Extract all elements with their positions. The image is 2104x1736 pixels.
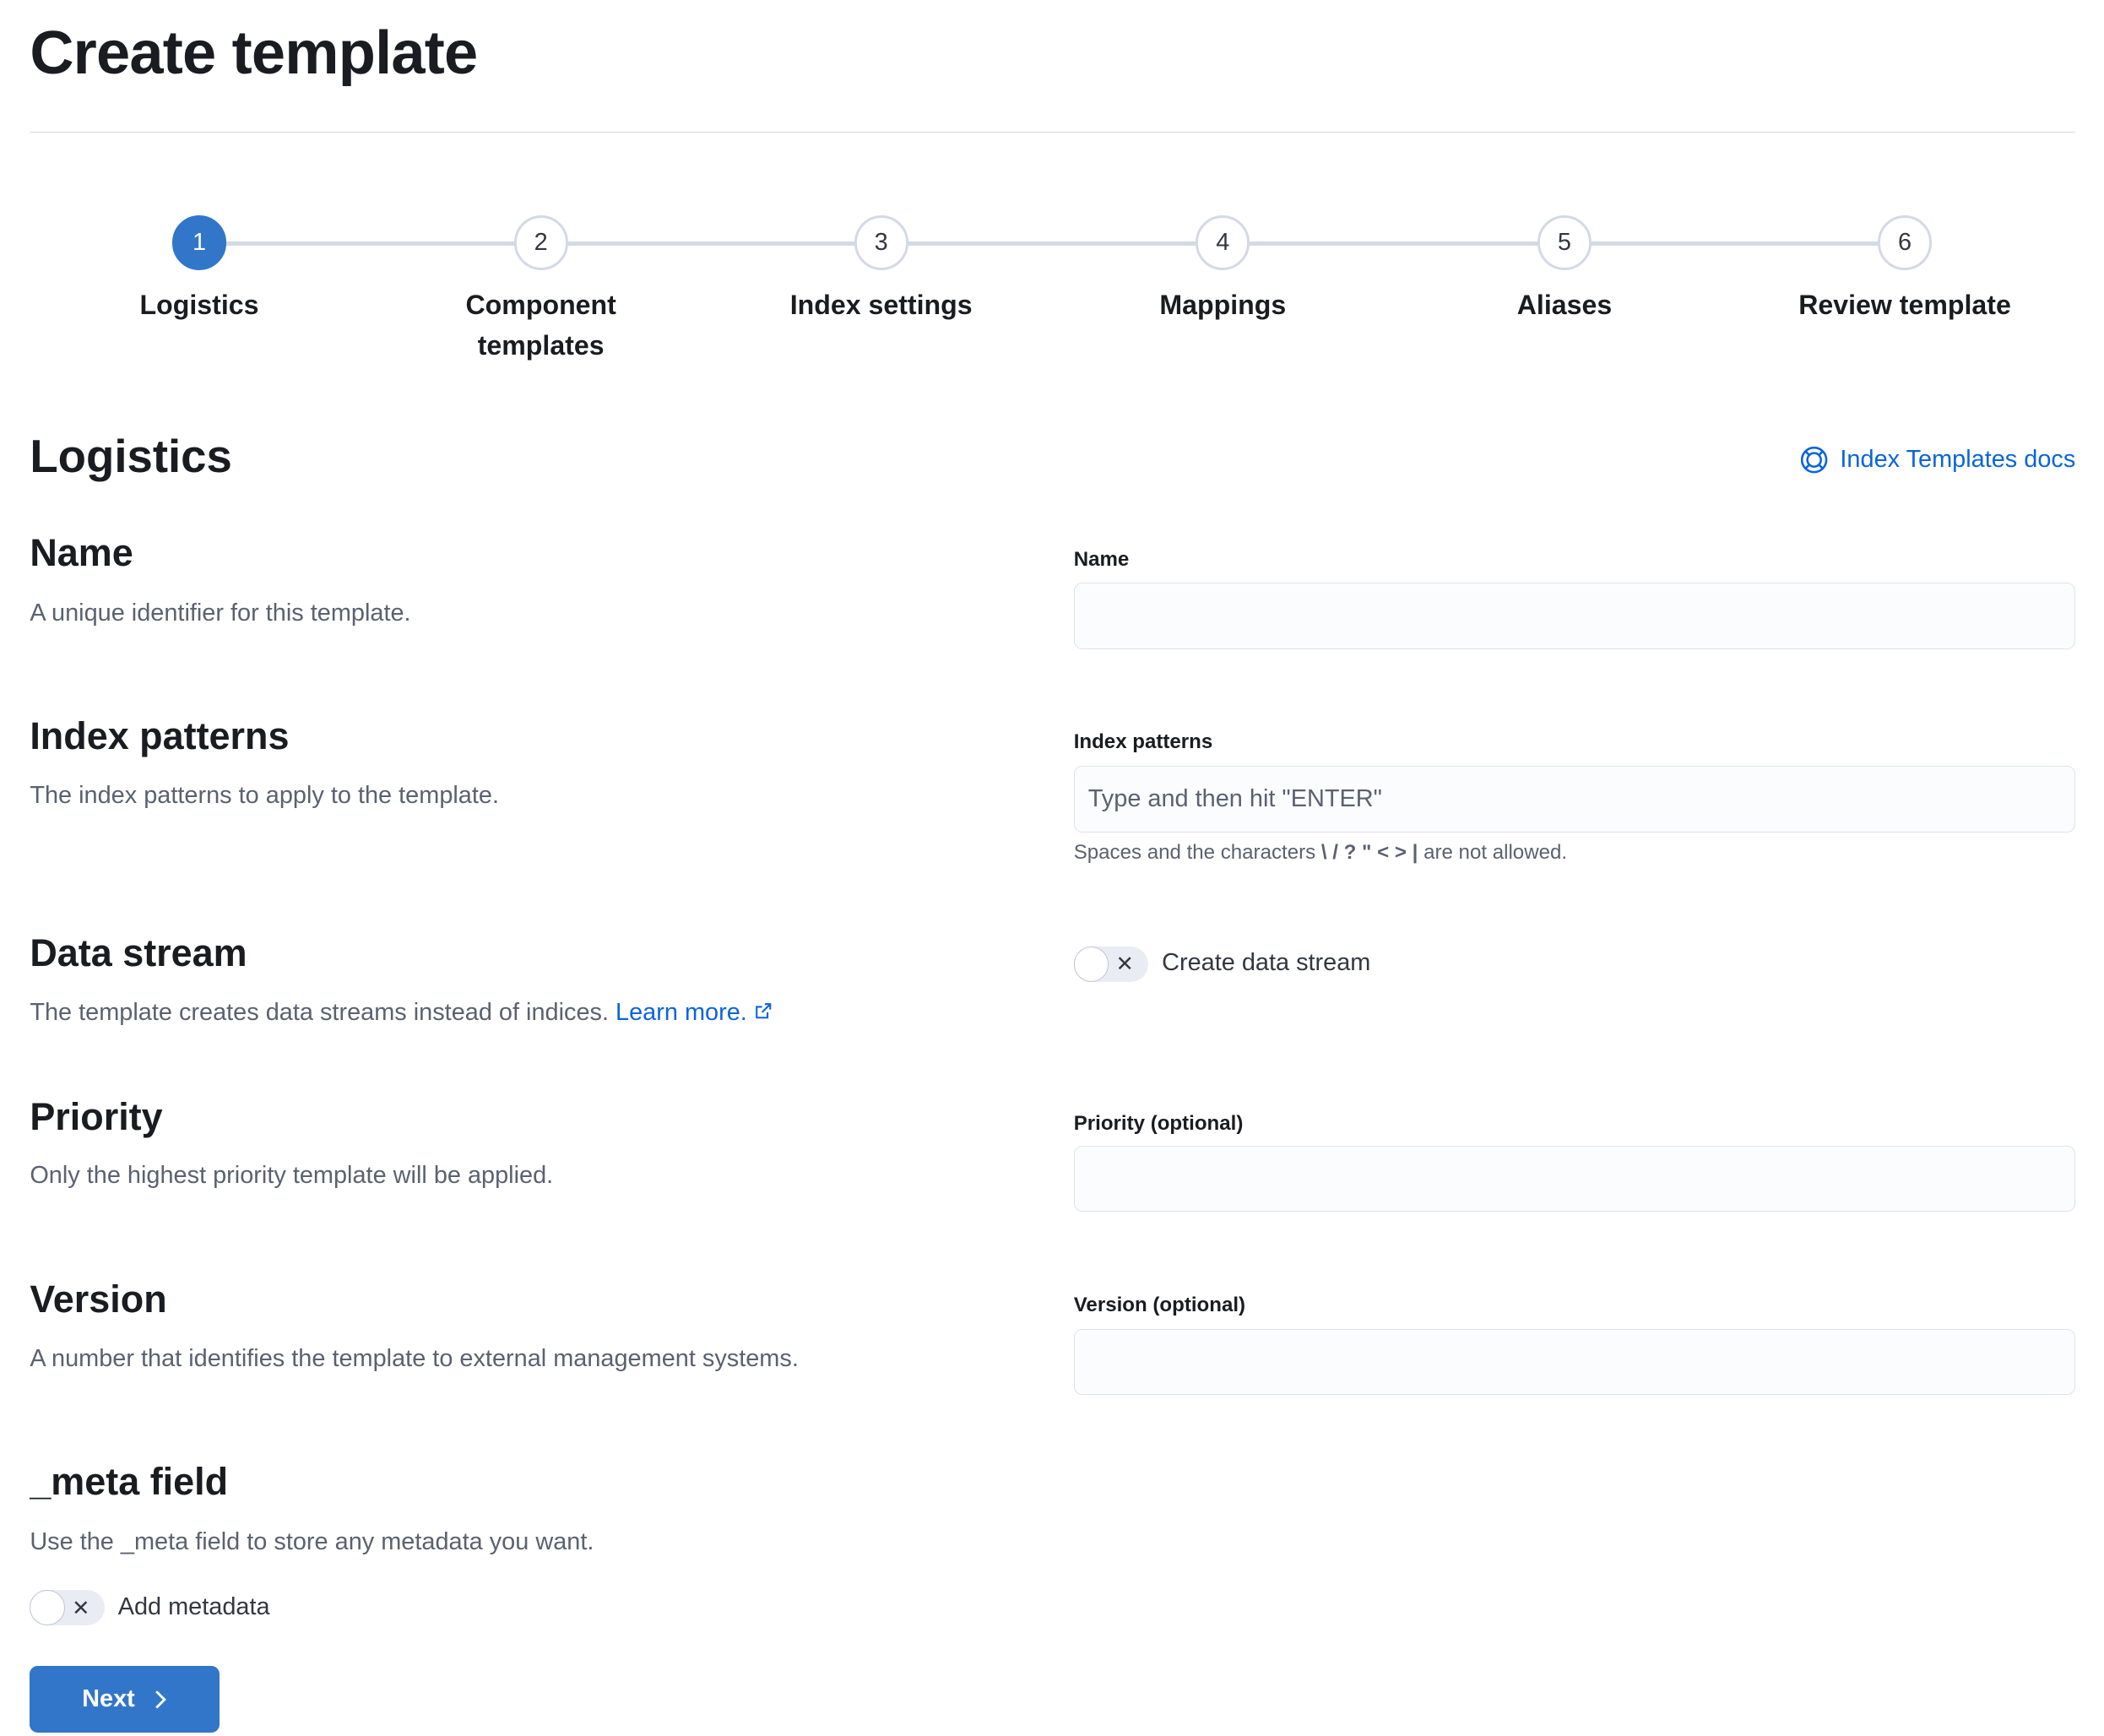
close-icon: ✕ [1115,952,1134,977]
stepper-line [226,241,1878,246]
create-data-stream-label[interactable]: Create data stream [1162,948,1371,976]
docs-link[interactable]: Index Templates docs [1799,445,2075,475]
section-title: Logistics [30,431,232,482]
add-metadata-label[interactable]: Add metadata [117,1592,270,1620]
help-lifebuoy-icon [1801,446,1828,474]
name-title: Name [30,531,133,575]
switch-knob [1073,946,1109,982]
help-text-end: are not allowed. [1423,840,1568,864]
version-label: Version (optional) [1073,1293,1246,1316]
divider [30,131,2076,133]
version-desc: A number that identifies the template to… [30,1344,799,1372]
data-stream-title: Data stream [30,931,247,975]
next-button[interactable]: Next [30,1666,220,1733]
name-label: Name [1073,547,1130,571]
meta-title: _meta field [30,1460,229,1504]
version-input[interactable] [1073,1328,2076,1396]
index-patterns-input[interactable] [1073,766,2076,833]
add-metadata-switch[interactable]: ✕ [30,1590,105,1626]
name-desc: A unique identifier for this template. [30,599,411,627]
priority-title: Priority [30,1095,163,1139]
step-5-label[interactable]: Aliases [1516,290,1613,321]
step-3-label[interactable]: Index settings [789,290,973,321]
step-4-label[interactable]: Mappings [1159,290,1287,321]
external-link-icon [756,1003,772,1019]
index-patterns-title: Index patterns [30,714,290,758]
next-label: Next [82,1685,135,1713]
priority-label: Priority (optional) [1073,1111,1244,1135]
create-data-stream-switch[interactable]: ✕ [1073,946,1149,982]
step-4-circle[interactable]: 4 [1196,215,1250,270]
disallowed-chars: \ / ? " < > | [1320,840,1418,864]
close-icon: ✕ [72,1596,90,1620]
name-input[interactable] [1073,583,2076,650]
index-patterns-help: Spaces and the characters \ / ? " < > | … [1074,841,1567,865]
step-2-label[interactable]: Component templates [465,290,616,361]
data-stream-desc-text: The template creates data streams instea… [30,999,610,1027]
priority-input[interactable] [1073,1145,2076,1212]
help-text: Spaces and the characters [1073,840,1316,864]
step-3-circle[interactable]: 3 [854,215,908,270]
version-title: Version [30,1277,167,1321]
learn-more-link[interactable]: Learn more. [615,999,773,1026]
chevron-right-icon [155,1690,167,1709]
index-patterns-label: Index patterns [1073,730,1213,754]
step-2-circle[interactable]: 2 [513,215,568,270]
learn-more-label: Learn more. [615,999,747,1027]
step-6-circle[interactable]: 6 [1877,215,1933,270]
step-1-circle[interactable]: 1 [171,215,227,270]
step-5-circle[interactable]: 5 [1537,215,1592,270]
switch-knob [30,1590,66,1626]
priority-desc: Only the highest priority template will … [30,1162,554,1190]
data-stream-desc: The template creates data streams instea… [30,999,773,1027]
docs-link-label: Index Templates docs [1840,445,2076,473]
page-title: Create template [30,19,478,88]
index-patterns-desc: The index patterns to apply to the templ… [30,782,499,810]
step-6-label[interactable]: Review template [1798,290,2011,321]
step-1-label[interactable]: Logistics [139,290,259,321]
meta-desc: Use the _meta field to store any metadat… [30,1527,594,1555]
